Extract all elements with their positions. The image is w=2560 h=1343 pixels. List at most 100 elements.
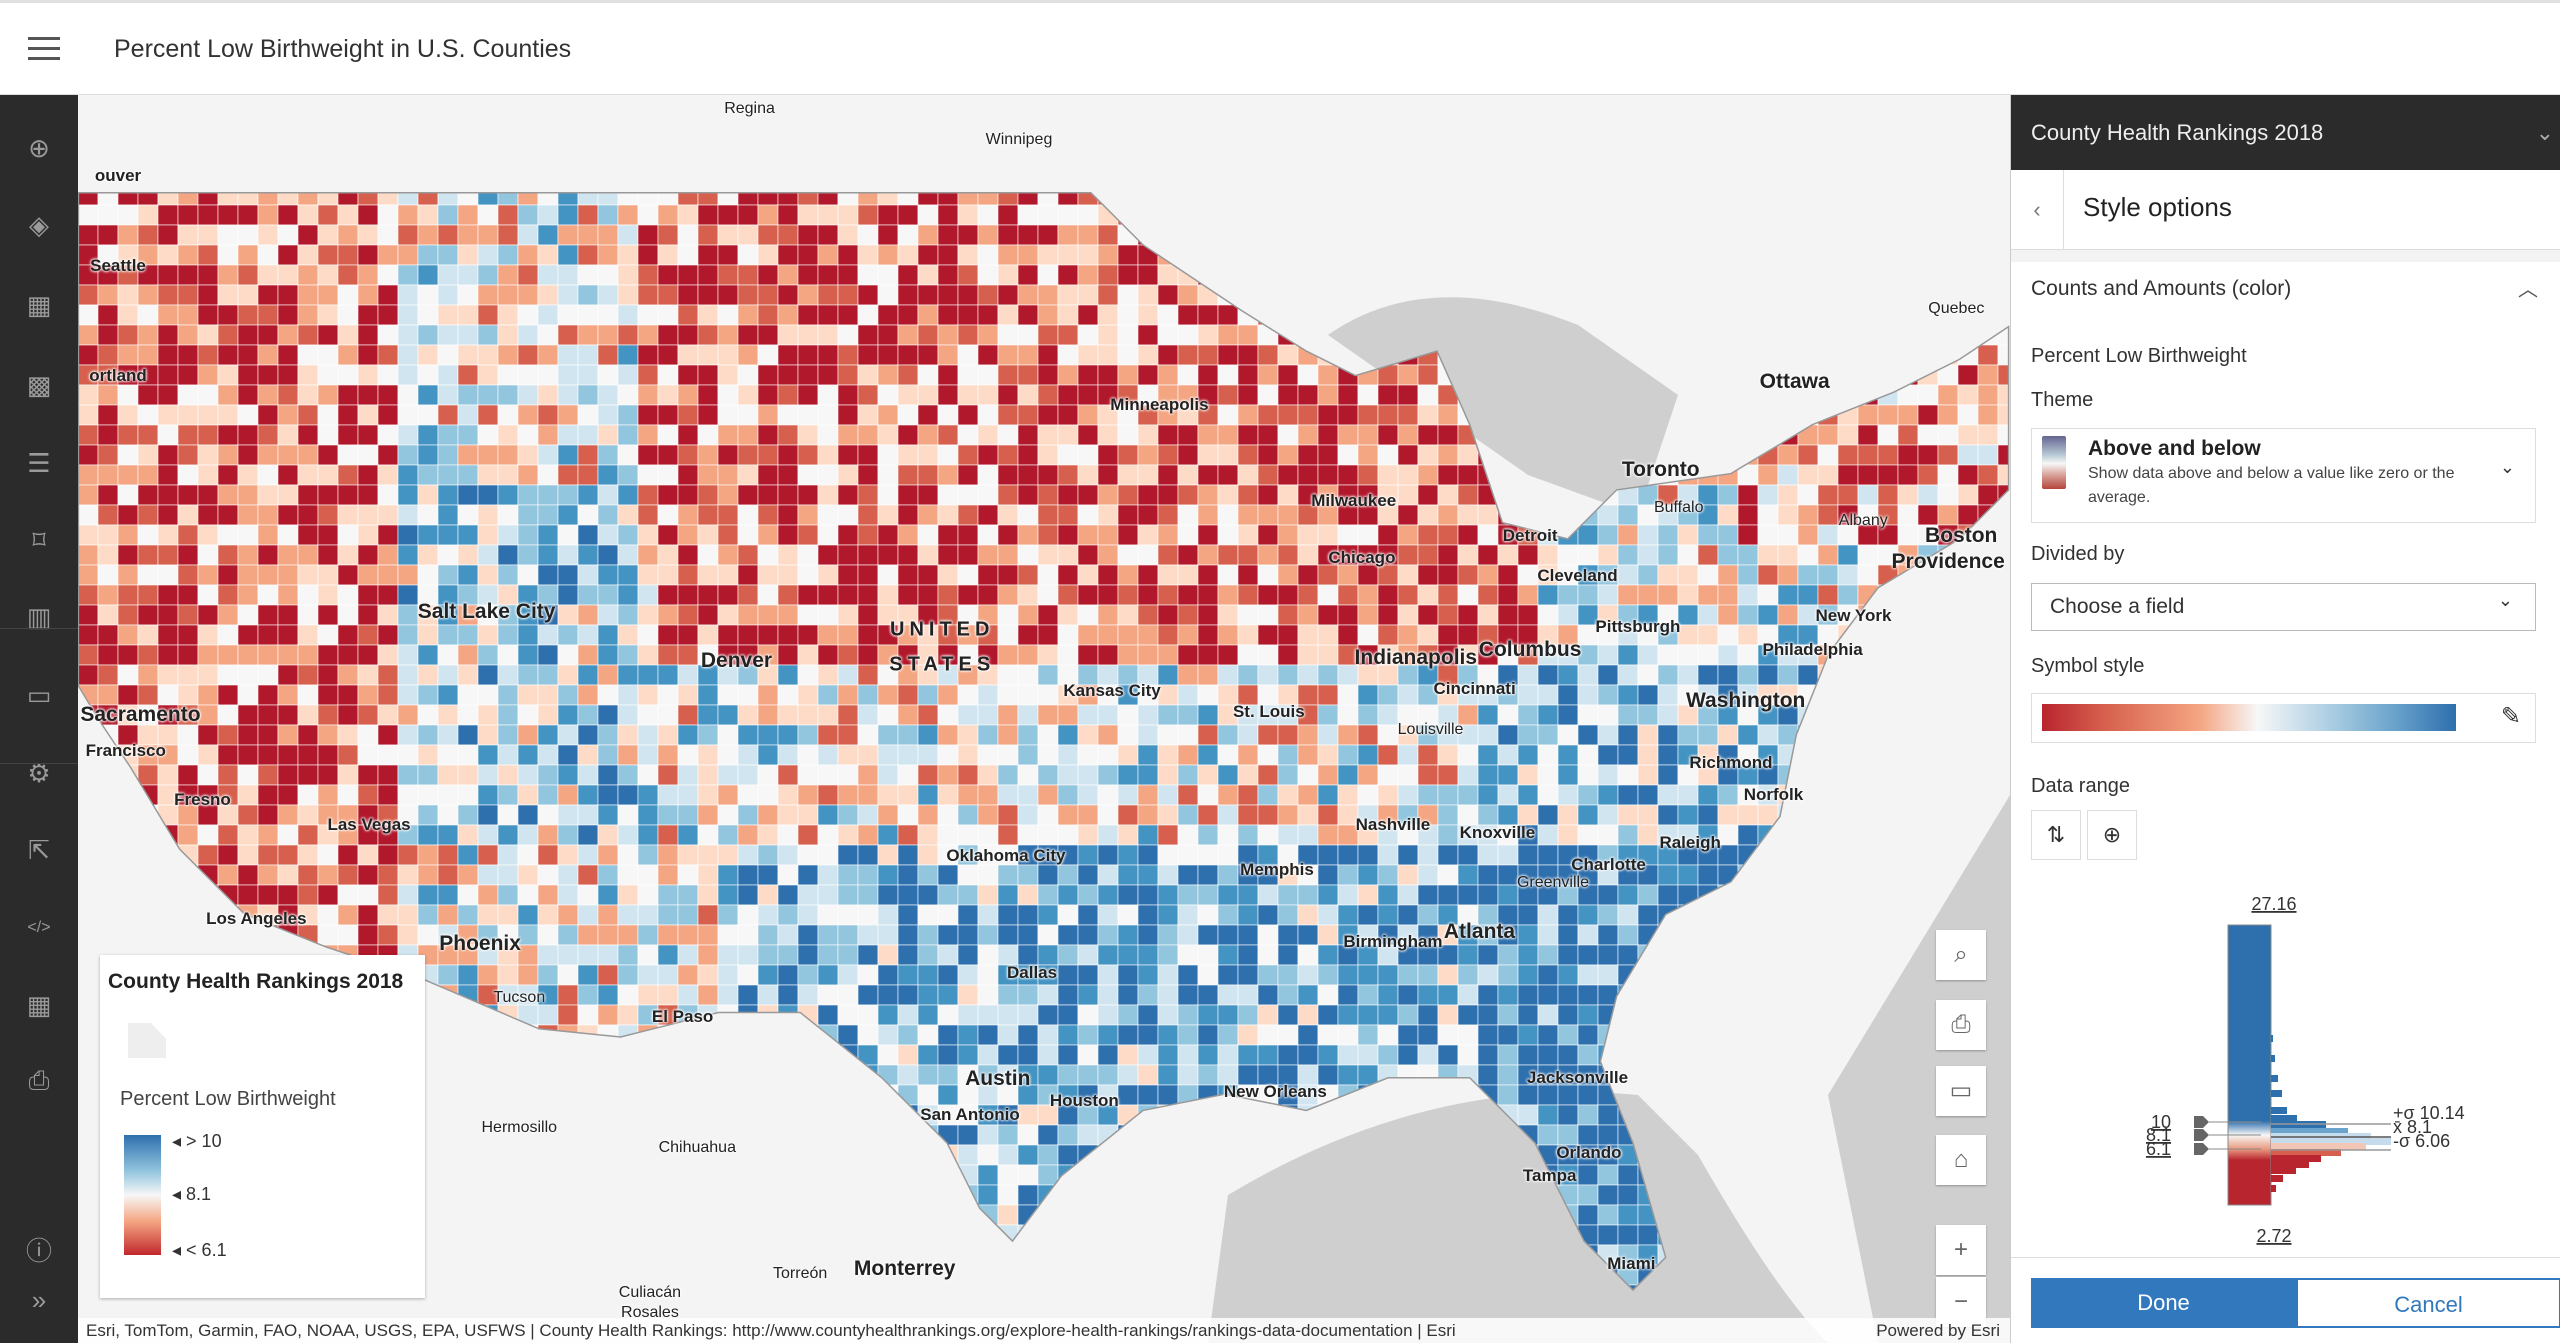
county-cell[interactable] [377, 664, 399, 686]
county-cell[interactable] [997, 684, 1019, 706]
county-cell[interactable] [597, 304, 619, 326]
county-cell[interactable] [357, 524, 379, 546]
county-cell[interactable] [1597, 1164, 1619, 1186]
county-cell[interactable] [1297, 964, 1319, 986]
county-cell[interactable] [377, 624, 399, 646]
county-cell[interactable] [317, 444, 339, 466]
county-cell[interactable] [1617, 544, 1639, 566]
county-cell[interactable] [297, 464, 319, 486]
county-cell[interactable] [1197, 324, 1219, 346]
county-cell[interactable] [1017, 1184, 1039, 1206]
county-cell[interactable] [337, 304, 359, 326]
county-cell[interactable] [297, 844, 319, 866]
county-cell[interactable] [237, 684, 259, 706]
county-cell[interactable] [1217, 944, 1239, 966]
county-cell[interactable] [537, 424, 559, 446]
county-cell[interactable] [557, 344, 579, 366]
county-cell[interactable] [1217, 744, 1239, 766]
county-cell[interactable] [1737, 504, 1759, 526]
county-cell[interactable] [957, 544, 979, 566]
county-cell[interactable] [1177, 424, 1199, 446]
county-cell[interactable] [517, 844, 539, 866]
county-cell[interactable] [1077, 944, 1099, 966]
county-cell[interactable] [1037, 744, 1059, 766]
county-cell[interactable] [177, 444, 199, 466]
county-cell[interactable] [657, 784, 679, 806]
county-cell[interactable] [677, 264, 699, 286]
county-cell[interactable] [1177, 684, 1199, 706]
county-cell[interactable] [377, 464, 399, 486]
county-cell[interactable] [417, 844, 439, 866]
county-cell[interactable] [857, 864, 879, 886]
county-cell[interactable] [97, 204, 119, 226]
county-cell[interactable] [497, 684, 519, 706]
county-cell[interactable] [1197, 924, 1219, 946]
county-cell[interactable] [1477, 944, 1499, 966]
county-cell[interactable] [817, 204, 839, 226]
county-cell[interactable] [1217, 384, 1239, 406]
county-cell[interactable] [777, 544, 799, 566]
county-cell[interactable] [1557, 664, 1579, 686]
county-cell[interactable] [1437, 844, 1459, 866]
county-cell[interactable] [877, 504, 899, 526]
county-cell[interactable] [1217, 544, 1239, 566]
county-cell[interactable] [697, 284, 719, 306]
county-cell[interactable] [1157, 1044, 1179, 1066]
county-cell[interactable] [277, 784, 299, 806]
county-cell[interactable] [757, 544, 779, 566]
county-cell[interactable] [1017, 1104, 1039, 1126]
county-cell[interactable] [817, 464, 839, 486]
county-cell[interactable] [1517, 764, 1539, 786]
county-cell[interactable] [677, 644, 699, 666]
county-cell[interactable] [217, 584, 239, 606]
county-cell[interactable] [1497, 1064, 1519, 1086]
county-cell[interactable] [437, 724, 459, 746]
county-cell[interactable] [717, 524, 739, 546]
county-cell[interactable] [1257, 784, 1279, 806]
county-cell[interactable] [1177, 904, 1199, 926]
county-cell[interactable] [1437, 464, 1459, 486]
county-cell[interactable] [537, 244, 559, 266]
county-cell[interactable] [1077, 504, 1099, 526]
county-cell[interactable] [157, 484, 179, 506]
county-cell[interactable] [1277, 444, 1299, 466]
county-cell[interactable] [1257, 424, 1279, 446]
county-cell[interactable] [1057, 544, 1079, 566]
county-cell[interactable] [1097, 804, 1119, 826]
county-cell[interactable] [897, 284, 919, 306]
county-cell[interactable] [237, 524, 259, 546]
county-cell[interactable] [197, 644, 219, 666]
county-cell[interactable] [78, 304, 99, 326]
county-cell[interactable] [297, 504, 319, 526]
county-cell[interactable] [297, 664, 319, 686]
county-cell[interactable] [1037, 444, 1059, 466]
county-cell[interactable] [617, 584, 639, 606]
county-cell[interactable] [657, 544, 679, 566]
county-cell[interactable] [997, 704, 1019, 726]
county-cell[interactable] [1657, 804, 1679, 826]
county-cell[interactable] [1497, 784, 1519, 806]
county-cell[interactable] [897, 1064, 919, 1086]
county-cell[interactable] [1137, 984, 1159, 1006]
county-cell[interactable] [1017, 544, 1039, 566]
county-cell[interactable] [717, 444, 739, 466]
county-cell[interactable] [177, 464, 199, 486]
county-cell[interactable] [897, 924, 919, 946]
county-cell[interactable] [1617, 904, 1639, 926]
county-cell[interactable] [477, 684, 499, 706]
county-cell[interactable] [677, 704, 699, 726]
county-cell[interactable] [397, 284, 419, 306]
county-cell[interactable] [1257, 884, 1279, 906]
county-cell[interactable] [957, 364, 979, 386]
county-cell[interactable] [1197, 444, 1219, 466]
county-cell[interactable] [817, 504, 839, 526]
county-cell[interactable] [1037, 204, 1059, 226]
county-cell[interactable] [517, 824, 539, 846]
county-cell[interactable] [497, 824, 519, 846]
county-cell[interactable] [417, 704, 439, 726]
county-cell[interactable] [237, 884, 259, 906]
county-cell[interactable] [1497, 704, 1519, 726]
county-cell[interactable] [897, 844, 919, 866]
county-cell[interactable] [1617, 584, 1639, 606]
county-cell[interactable] [797, 944, 819, 966]
